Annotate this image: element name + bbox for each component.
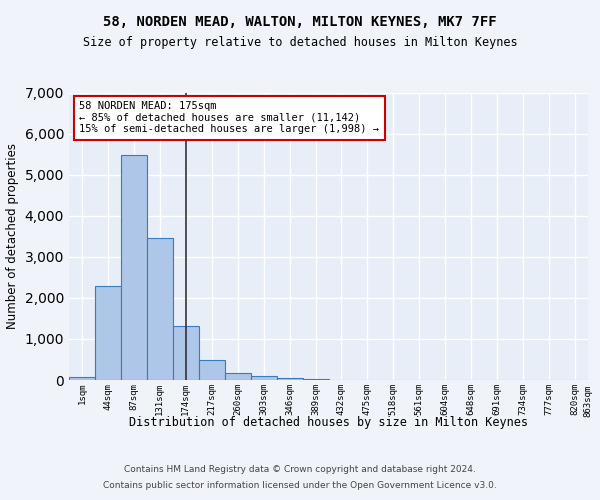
Bar bbox=[95, 286, 121, 380]
Y-axis label: Number of detached properties: Number of detached properties bbox=[6, 143, 19, 329]
Text: Contains HM Land Registry data © Crown copyright and database right 2024.: Contains HM Land Registry data © Crown c… bbox=[124, 466, 476, 474]
Bar bbox=[199, 360, 224, 380]
Text: Distribution of detached houses by size in Milton Keynes: Distribution of detached houses by size … bbox=[130, 416, 528, 429]
Text: 58, NORDEN MEAD, WALTON, MILTON KEYNES, MK7 7FF: 58, NORDEN MEAD, WALTON, MILTON KEYNES, … bbox=[103, 16, 497, 30]
Bar bbox=[121, 155, 147, 380]
Text: Size of property relative to detached houses in Milton Keynes: Size of property relative to detached ho… bbox=[83, 36, 517, 49]
Bar bbox=[251, 376, 277, 380]
Bar bbox=[147, 238, 173, 380]
Bar bbox=[173, 326, 199, 380]
Text: Contains public sector information licensed under the Open Government Licence v3: Contains public sector information licen… bbox=[103, 480, 497, 490]
Bar bbox=[302, 379, 329, 380]
Bar bbox=[69, 377, 95, 380]
Bar bbox=[277, 378, 302, 380]
Text: 58 NORDEN MEAD: 175sqm
← 85% of detached houses are smaller (11,142)
15% of semi: 58 NORDEN MEAD: 175sqm ← 85% of detached… bbox=[79, 101, 379, 134]
Bar bbox=[225, 373, 251, 380]
